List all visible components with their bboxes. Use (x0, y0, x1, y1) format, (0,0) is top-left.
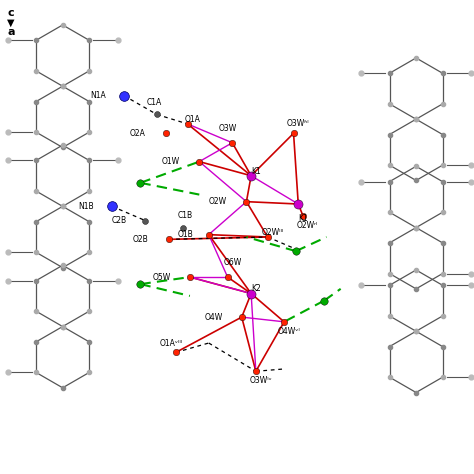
Text: C1B: C1B (178, 211, 193, 220)
Text: C2B: C2B (112, 216, 127, 225)
Text: O5W: O5W (153, 273, 171, 282)
Text: N1A: N1A (90, 91, 106, 100)
Text: O2Wʳᴵ: O2Wʳᴵ (297, 221, 319, 230)
Text: O1W: O1W (162, 157, 180, 166)
Text: K1: K1 (251, 166, 261, 175)
Text: O1B: O1B (177, 230, 193, 239)
Text: O3Wʱᴵ: O3Wʱᴵ (287, 119, 310, 128)
Text: O2A: O2A (130, 129, 146, 138)
Text: K2: K2 (251, 284, 261, 293)
Text: O4W: O4W (204, 313, 223, 321)
Text: c: c (7, 9, 14, 18)
Text: N1B: N1B (78, 202, 94, 211)
Text: O1A: O1A (184, 115, 200, 124)
Text: O3Wᴵᵛ: O3Wᴵᵛ (249, 376, 272, 385)
Text: O4Wᵛᴵ: O4Wᵛᴵ (277, 327, 300, 336)
Text: O3W: O3W (219, 124, 237, 133)
Text: O1Aᵛᴵᴵᴵ: O1Aᵛᴵᴵᴵ (159, 338, 182, 347)
Text: a: a (7, 27, 15, 37)
Text: C1A: C1A (147, 98, 162, 107)
Text: K1: K1 (298, 214, 308, 223)
Text: O2Wᴵᴵᴵ: O2Wᴵᴵᴵ (261, 228, 283, 237)
Text: O2B: O2B (133, 235, 148, 244)
Text: ▼: ▼ (7, 18, 15, 28)
Text: O6W: O6W (223, 258, 241, 267)
Text: O2W: O2W (209, 197, 227, 206)
